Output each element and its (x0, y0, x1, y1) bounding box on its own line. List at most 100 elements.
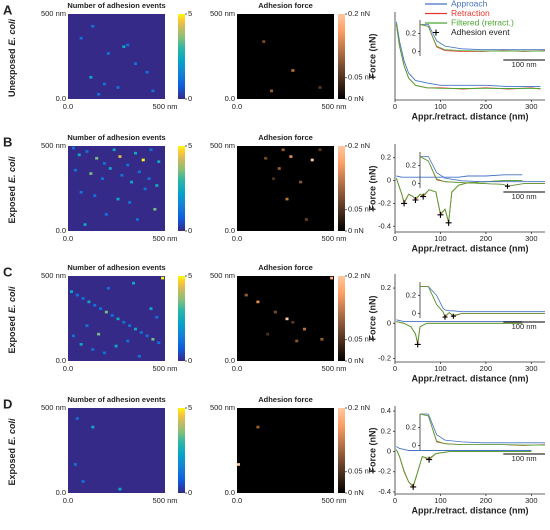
colorbar (338, 408, 345, 493)
colorbar-tick-label: 0.2 nN (348, 271, 370, 280)
colorbar-tick-label: 0.05 nN (348, 205, 374, 214)
map-cell (291, 320, 295, 324)
panel-letter: B (3, 134, 12, 149)
x-tick-label: 500 nm (321, 234, 346, 243)
inset-line (420, 156, 545, 183)
map-cell (289, 155, 293, 158)
map-cell (128, 201, 132, 204)
map-cell (128, 324, 132, 327)
row-label: Exposed E. coli (7, 418, 17, 486)
map-cell (79, 36, 83, 40)
map-cell (79, 343, 83, 346)
y-tick-label: 500 nm (210, 141, 235, 150)
map-cell (295, 339, 299, 343)
y-tick-label: 0.2 (381, 426, 391, 435)
map-cell (149, 148, 153, 152)
x-tick-label: 100 (434, 496, 447, 505)
row-label-organism: E. coli (7, 18, 17, 45)
map-cell (302, 327, 306, 331)
y-tick-label: 500 nm (210, 9, 235, 18)
map-cell (151, 89, 155, 93)
panel-title: Adhesion force (258, 263, 313, 272)
x-tick-label: 0 (393, 496, 397, 505)
map-cell (91, 24, 95, 28)
y-axis-label: Force (nN) (367, 295, 377, 340)
x-axis-label: Appr./retract. distance (nm) (411, 243, 528, 253)
colorbar (338, 146, 345, 231)
scale-bar-label: 100 nm (512, 192, 537, 201)
map-cell (237, 463, 241, 466)
panel-letter: D (3, 396, 12, 411)
series-line (396, 321, 523, 343)
map-background (237, 146, 334, 231)
map-cell (89, 75, 93, 79)
inset-tick-label: 0 (412, 440, 416, 449)
x-tick-label: 0.0 (232, 496, 242, 505)
y-axis-label: Force (nN) (367, 33, 377, 78)
map-cell (273, 310, 277, 314)
map-cell (85, 324, 89, 327)
scale-bar-label: 100 nm (512, 322, 537, 331)
map-cell (85, 150, 89, 153)
map-cell (330, 276, 334, 280)
map-cell (285, 317, 289, 321)
map-cell (126, 339, 130, 343)
colorbar-tick-label: 0 nN (348, 488, 364, 497)
x-tick-label: 100 (434, 364, 447, 373)
map-cell (318, 148, 322, 152)
map-cell (137, 170, 141, 174)
map-cell (320, 337, 324, 341)
map-cell (75, 417, 79, 420)
x-tick-label: 500 nm (321, 496, 346, 505)
map-cell (77, 153, 81, 157)
map-cell (126, 163, 130, 167)
series-line (396, 174, 523, 178)
scale-bar-label: 100 nm (512, 60, 537, 69)
map-cell (97, 92, 101, 96)
map-cell (266, 332, 270, 336)
row-label: Exposed E. coli (7, 156, 17, 224)
map-cell (95, 156, 99, 160)
row-label-text: Exposed (7, 316, 17, 354)
inset-line (420, 286, 545, 317)
map-cell (130, 180, 134, 184)
colorbar-tick-label: 5 (188, 9, 192, 18)
x-tick-label: 300 (525, 102, 538, 111)
y-tick-label: 0.2 (381, 283, 391, 292)
inset-tick-label: 0.2 (406, 160, 416, 169)
inset-line (420, 24, 545, 51)
map-cell (116, 317, 120, 321)
x-tick-label: 200 (480, 234, 493, 243)
x-tick-label: 200 (480, 102, 493, 111)
map-background (237, 14, 334, 99)
y-tick-label: 0.0 (225, 488, 235, 497)
x-tick-label: 500 nm (321, 102, 346, 111)
y-tick-label: 0.0 (56, 94, 66, 103)
x-tick-label: 0 (393, 102, 397, 111)
series-line (396, 319, 523, 322)
colorbar-tick-label: 0 (188, 94, 192, 103)
inset-tick-label: 0 (412, 178, 416, 187)
adhesion-event (442, 314, 448, 320)
map-cell (153, 207, 157, 211)
y-axis-label: Force (nN) (367, 165, 377, 210)
row-label: Unexposed E. coli (7, 18, 17, 97)
x-tick-label: 500 nm (152, 234, 177, 243)
colorbar (178, 408, 185, 493)
colorbar (178, 14, 185, 99)
map-cell (99, 307, 103, 310)
colorbar (338, 14, 345, 99)
panel-title: Number of adhesion events (67, 133, 165, 142)
colorbar-tick-label: 5 (188, 271, 192, 280)
adhesion-event (450, 313, 456, 319)
series-line (395, 449, 532, 487)
map-cell (310, 158, 314, 162)
y-tick-label: 0.0 (225, 226, 235, 235)
map-cell (102, 162, 106, 165)
map-cell (133, 151, 137, 155)
row-label-organism: E. coli (7, 286, 17, 313)
row-label-organism: E. coli (7, 156, 17, 183)
x-tick-label: 0.0 (232, 364, 242, 373)
map-cell (285, 197, 289, 201)
map-cell (81, 297, 85, 300)
